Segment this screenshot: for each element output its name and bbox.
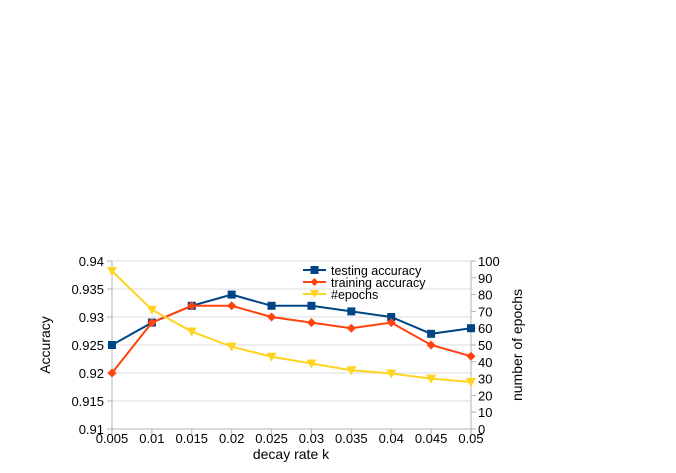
gridlines: [107, 260, 476, 434]
y-tick-label: 0.915: [71, 394, 104, 409]
x-tick-labels: 0.005 0.01 0.015 0.02 0.025 0.03 0.035 0.04 0.04…: [96, 431, 484, 446]
legend-item-epochs: #epochs: [303, 288, 378, 302]
data-point: [346, 366, 357, 376]
x-tick-label: 0.02: [219, 431, 244, 446]
y-axis-title: Accuracy: [37, 316, 53, 374]
x-tick-label: 0.05: [458, 431, 483, 446]
y-tick-label: 0.93: [79, 310, 104, 325]
y2-axis-title: number of epochs: [509, 289, 525, 401]
data-point: [147, 318, 157, 328]
x-tick-label: 0.01: [139, 431, 164, 446]
y-tick-label: 0.935: [71, 282, 104, 297]
y-tick-label: 0.925: [71, 338, 104, 353]
data-point: [267, 312, 277, 322]
legend-label-testing: testing accuracy: [331, 264, 422, 278]
data-point: [266, 352, 277, 362]
data-point: [226, 342, 237, 352]
y-tick-labels: 0.91 0.915 0.92 0.925 0.93 0.935 0.94: [71, 254, 104, 437]
series-group: [107, 267, 476, 387]
legend-marker-testing: [310, 266, 319, 274]
y-tick-label: 0.91: [79, 422, 104, 437]
data-point: [107, 368, 117, 378]
y2-tick-label: 50: [478, 338, 492, 353]
data-point: [426, 340, 436, 350]
series-epochs: [107, 267, 476, 387]
legend-label-epochs: #epochs: [331, 288, 378, 302]
y-tick-label: 0.92: [79, 366, 104, 381]
data-point: [387, 313, 396, 321]
series-line: [111, 270, 472, 383]
y2-tick-label: 80: [478, 288, 492, 303]
data-point: [386, 369, 397, 379]
data-point: [267, 301, 276, 310]
data-point: [426, 374, 437, 384]
y2-tick-label: 20: [478, 388, 492, 403]
data-point: [306, 359, 317, 369]
y2-tick-label: 10: [478, 405, 492, 420]
legend-label-training: training accuracy: [331, 276, 426, 290]
data-point: [186, 327, 197, 337]
data-point: [307, 301, 316, 310]
x-tick-label: 0.045: [415, 431, 448, 446]
data-point: [227, 290, 236, 299]
legend-item-training: training accuracy: [303, 276, 426, 290]
series-line: [111, 304, 472, 374]
y2-tick-label: 0: [478, 422, 485, 437]
y2-tick-label: 70: [478, 304, 492, 319]
data-point: [386, 318, 396, 328]
x-tick-label: 0.04: [379, 431, 404, 446]
data-point: [187, 301, 197, 311]
data-point: [466, 377, 476, 387]
legend: testing accuracy training accuracy #epoc…: [303, 264, 426, 302]
y2-tick-label: 40: [478, 355, 492, 370]
data-point: [347, 307, 356, 316]
y2-tick-label: 60: [478, 321, 492, 336]
legend-item-testing: testing accuracy: [303, 264, 422, 278]
data-point: [107, 267, 117, 277]
data-point: [467, 324, 475, 333]
y2-tick-label: 90: [478, 271, 492, 286]
legend-marker-training: [310, 278, 319, 286]
data-point: [466, 351, 476, 361]
y-tick-label: 0.94: [79, 254, 104, 269]
x-tick-label: 0.015: [176, 431, 209, 446]
x-tick-label: 0.035: [335, 431, 368, 446]
data-point: [306, 318, 316, 328]
data-point: [427, 329, 436, 338]
data-point: [146, 305, 157, 315]
x-tick-label: 0.03: [299, 431, 324, 446]
data-point: [227, 301, 237, 311]
legend-marker-epochs: [310, 290, 319, 298]
x-tick-label: 0.025: [255, 431, 288, 446]
y2-tick-label: 100: [478, 254, 500, 269]
x-axis-title: decay rate k: [253, 446, 330, 462]
x-tick-label: 0.005: [96, 431, 129, 446]
data-point: [108, 341, 116, 349]
y2-tick-label: 30: [478, 372, 492, 387]
series-training-accuracy: [107, 301, 476, 378]
data-point: [346, 323, 356, 333]
